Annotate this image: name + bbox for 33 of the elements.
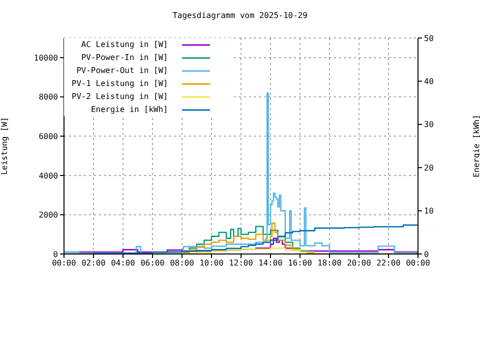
x-tick-label: 06:00 <box>140 258 165 268</box>
y-tick-label: 0 <box>53 250 58 259</box>
chart-title: Tagesdiagramm vom 2025-10-29 <box>172 11 308 20</box>
x-tick-label: 20:00 <box>346 258 372 268</box>
legend-label: PV-2 Leistung in [W] <box>70 92 168 101</box>
y2-tick-label: 40 <box>424 77 434 86</box>
y-tick-label: 4000 <box>38 171 58 180</box>
y-tick-label: 2000 <box>38 210 58 220</box>
x-tick-label: 04:00 <box>110 258 136 268</box>
x-tick-label: 08:00 <box>170 258 194 268</box>
x-tick-label: 22:00 <box>376 258 401 268</box>
y2-tick-label: 20 <box>424 163 434 172</box>
y2-tick-label: 30 <box>424 120 434 130</box>
legend-label: PV-1 Leistung in [W] <box>70 79 168 88</box>
x-tick-label: 14:00 <box>258 258 283 268</box>
y2-tick-label: 50 <box>424 34 434 43</box>
legend-label: PV-Power-Out in [W] <box>75 66 168 75</box>
y2-tick-label: 10 <box>424 206 434 216</box>
x-tick-label: 02:00 <box>81 258 106 268</box>
x-tick-label: 12:00 <box>228 258 254 268</box>
x-tick-label: 18:00 <box>317 258 342 268</box>
y-axis-title: Leistung [W] <box>0 117 9 175</box>
y2-tick-label: 0 <box>424 250 429 259</box>
legend-label: Energie in [kWh] <box>90 105 168 114</box>
x-tick-label: 00:00 <box>52 258 76 268</box>
y-tick-label: 10000 <box>34 53 58 62</box>
legend-label: AC Leistung in [W] <box>80 40 168 49</box>
x-tick-label: 10:00 <box>199 258 224 268</box>
y-tick-label: 8000 <box>38 92 58 102</box>
x-tick-label: 16:00 <box>288 258 312 268</box>
y-tick-label: 6000 <box>38 132 58 142</box>
x-tick-label: 00:00 <box>406 258 430 268</box>
legend-label: PV-Power-In in [W] <box>80 53 168 62</box>
